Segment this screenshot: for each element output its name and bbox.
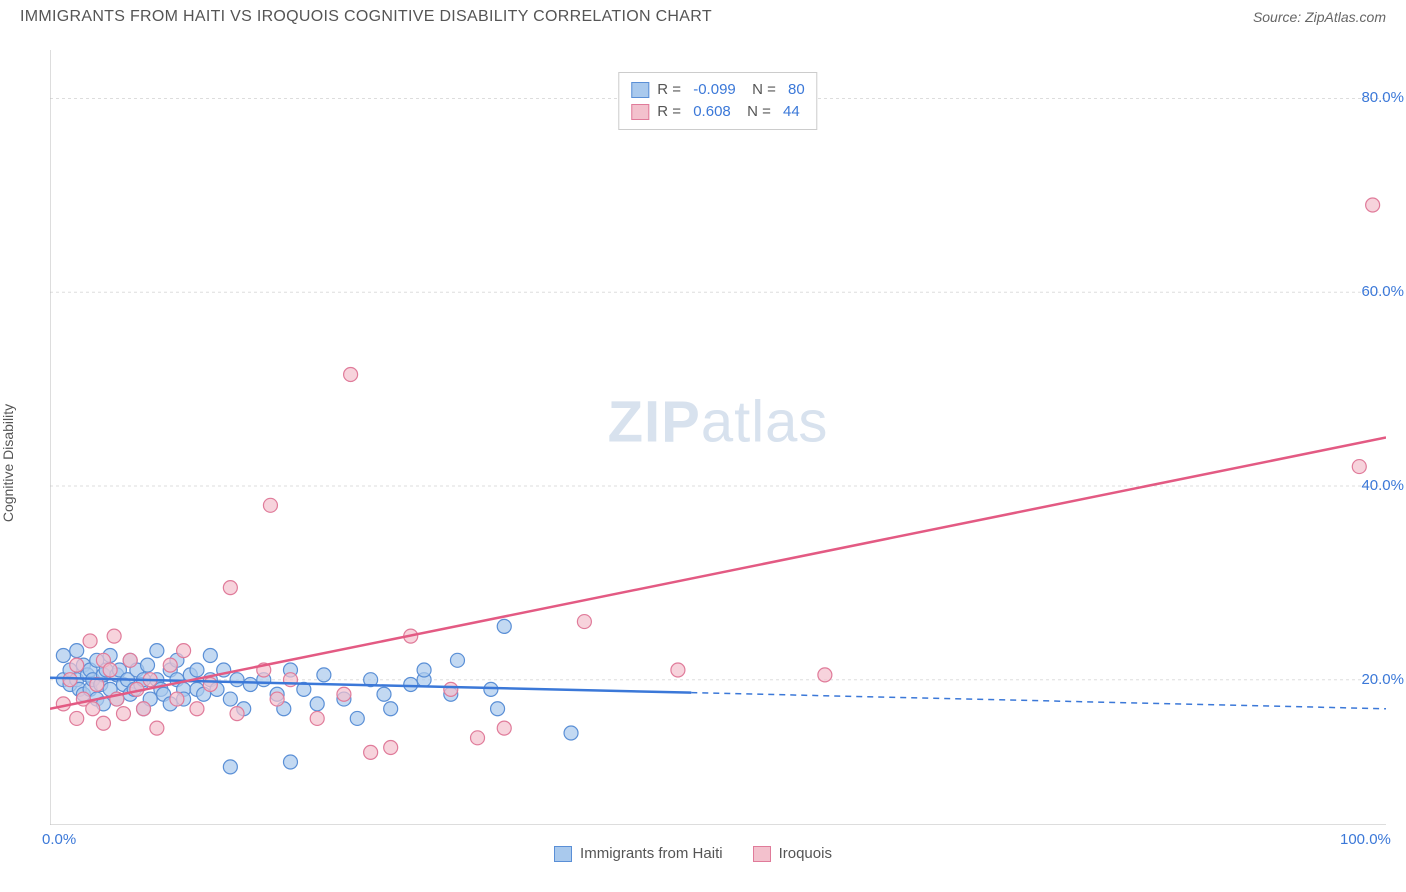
- x-tick-label: 0.0%: [42, 831, 76, 848]
- chart-title: IMMIGRANTS FROM HAITI VS IROQUOIS COGNIT…: [20, 8, 712, 26]
- bottom-swatch-haiti: [554, 846, 572, 862]
- correlation-legend: R = -0.099 N = 80 R = 0.608 N = 44: [618, 72, 817, 130]
- bottom-legend-iroquois: Iroquois: [753, 845, 832, 862]
- legend-row-iroquois: R = 0.608 N = 44: [631, 101, 804, 123]
- legend-row-haiti: R = -0.099 N = 80: [631, 79, 804, 101]
- bottom-swatch-iroquois: [753, 846, 771, 862]
- legend-swatch-haiti: [631, 82, 649, 98]
- y-axis-label: Cognitive Disability: [0, 404, 16, 522]
- chart-source: Source: ZipAtlas.com: [1253, 9, 1386, 25]
- y-tick-label: 40.0%: [1361, 477, 1404, 494]
- bottom-legend-haiti: Immigrants from Haiti: [554, 845, 723, 862]
- y-tick-label: 60.0%: [1361, 283, 1404, 300]
- y-tick-label: 20.0%: [1361, 671, 1404, 688]
- legend-swatch-iroquois: [631, 104, 649, 120]
- chart-wrapper: Cognitive Disability ZIPatlas R = -0.099…: [0, 30, 1406, 880]
- bottom-legend: Immigrants from Haiti Iroquois: [0, 845, 1386, 862]
- x-tick-label: 100.0%: [1340, 831, 1391, 848]
- scatter-chart: [50, 50, 1386, 825]
- plot-area: ZIPatlas R = -0.099 N = 80 R = 0.608 N =…: [50, 50, 1386, 825]
- chart-header: IMMIGRANTS FROM HAITI VS IROQUOIS COGNIT…: [0, 0, 1406, 30]
- y-tick-label: 80.0%: [1361, 89, 1404, 106]
